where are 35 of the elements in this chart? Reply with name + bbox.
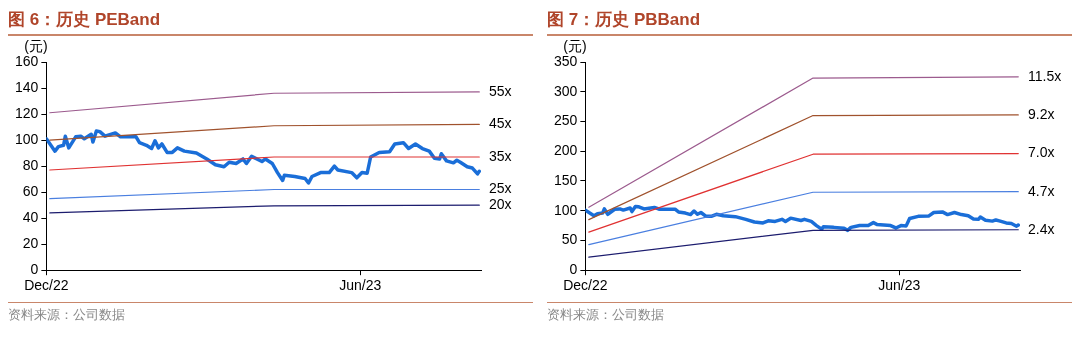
y-tick-label: 100 — [15, 130, 39, 147]
x-tick-label: Jun/23 — [339, 277, 382, 294]
x-tick-label: Dec/22 — [563, 277, 608, 294]
chart-title: 图 6：历史 PEBand — [8, 8, 533, 36]
series-label: 7.0x — [1028, 144, 1055, 161]
series-label: 11.5x — [1028, 67, 1062, 84]
y-tick-label: 20 — [22, 235, 39, 252]
y-axis-title: (元) — [563, 37, 587, 54]
y-tick-label: 50 — [561, 231, 578, 248]
x-tick-label: Jun/23 — [878, 277, 921, 294]
y-tick-label: 140 — [15, 78, 39, 95]
text: 资料来源：公司数据 — [8, 306, 126, 324]
y-tick-label: 200 — [554, 142, 578, 159]
series-label: 20x — [489, 196, 512, 212]
series-label: 9.2x — [1028, 105, 1055, 122]
y-tick-label: 120 — [15, 104, 39, 121]
y-tick-label: 60 — [22, 182, 39, 199]
y-tick-label: 250 — [554, 112, 578, 129]
chart-title: 图 7：历史 PBBand — [547, 8, 1072, 36]
y-tick-label: 80 — [22, 156, 39, 173]
series-label: 2.4x — [1028, 220, 1055, 237]
x-tick-label: Dec/22 — [24, 277, 69, 294]
series-label: 4.7x — [1028, 182, 1055, 199]
y-tick-label: 300 — [554, 82, 578, 99]
text: 资料来源：公司数据 — [547, 306, 665, 324]
series-label: 35x — [489, 147, 512, 164]
y-tick-label: 0 — [30, 261, 39, 278]
series-label: 45x — [489, 115, 512, 132]
y-tick-label: 150 — [554, 171, 578, 188]
y-tick-label: 0 — [569, 261, 578, 278]
y-tick-label: 100 — [554, 201, 578, 218]
y-axis-title: (元) — [24, 37, 48, 54]
y-tick-label: 40 — [22, 209, 39, 226]
series-label: 55x — [489, 82, 512, 99]
series-label: 25x — [489, 180, 512, 197]
